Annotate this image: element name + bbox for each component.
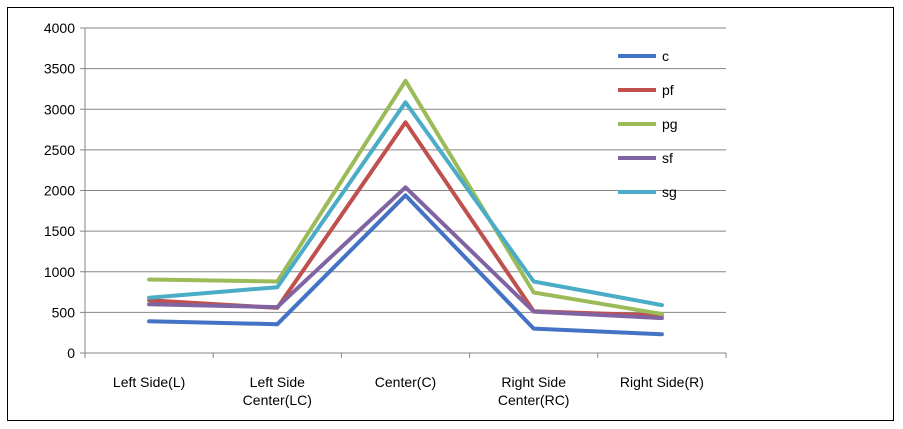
x-tick-label: Center(C) — [375, 374, 436, 390]
y-tick-label: 1000 — [44, 264, 75, 280]
x-tick-label: Right Side(R) — [620, 374, 704, 390]
series-line-pf — [147, 120, 664, 318]
y-tick-label: 2000 — [44, 183, 75, 199]
series-line-pg — [147, 78, 664, 316]
legend-label-sf: sf — [662, 150, 673, 166]
legend: c pf pg sf sg — [618, 48, 678, 200]
legend-label-sg: sg — [662, 184, 677, 200]
series-line-c — [147, 193, 664, 337]
gridlines — [85, 27, 726, 313]
y-tick-label: 1500 — [44, 223, 75, 239]
line-chart: 0 500 1000 1500 2000 2500 3000 3500 4000 Left Si… — [44, 20, 727, 408]
series-line-sg — [147, 100, 664, 308]
y-tick-label: 2500 — [44, 142, 75, 158]
y-tick-label: 500 — [52, 304, 76, 320]
y-tick-label: 0 — [67, 345, 75, 361]
y-tick-label: 4000 — [44, 20, 75, 36]
axes — [80, 27, 727, 358]
series-line-sf — [147, 185, 664, 321]
legend-label-c: c — [662, 48, 669, 64]
series-lines — [147, 78, 664, 337]
y-tick-label: 3000 — [44, 101, 75, 117]
x-tick-label: Left Side Center(LC) — [243, 374, 312, 408]
x-tick-label: Left Side(L) — [113, 374, 185, 390]
legend-label-pg: pg — [662, 116, 678, 132]
x-tick-labels: Left Side(L) Left Side Center(LC) Center(C)… — [113, 374, 704, 408]
y-tick-labels: 0 500 1000 1500 2000 2500 3000 3500 4000 — [44, 20, 75, 361]
chart-frame: 0 500 1000 1500 2000 2500 3000 3500 4000 Left Si… — [7, 7, 894, 421]
y-tick-label: 3500 — [44, 61, 75, 77]
x-tick-label: Right Side Center(RC) — [498, 374, 570, 408]
legend-label-pf: pf — [662, 82, 674, 98]
